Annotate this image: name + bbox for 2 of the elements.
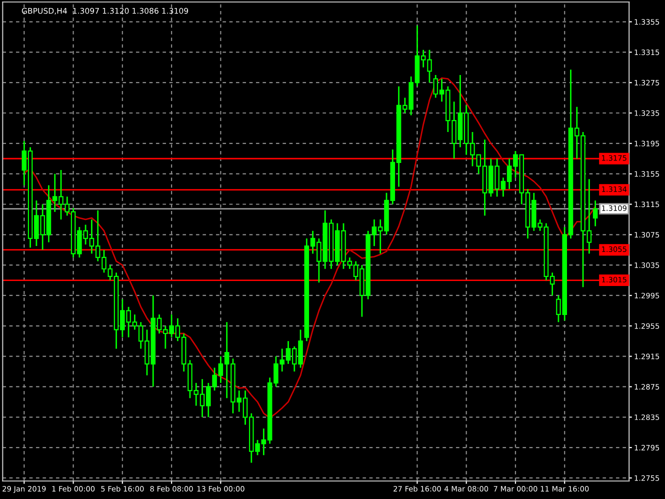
line-series xyxy=(23,77,596,419)
candlestick xyxy=(592,200,598,227)
